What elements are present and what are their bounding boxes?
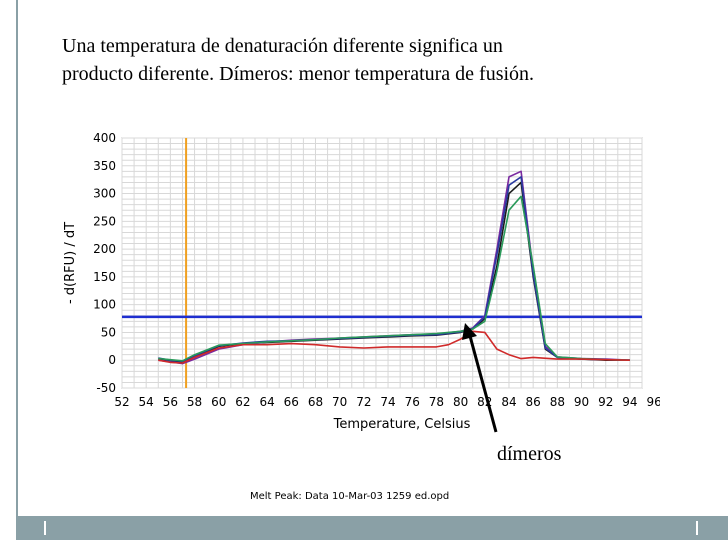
x-tick-label: 54 xyxy=(139,395,154,409)
slide-caption: Una temperatura de denaturación diferent… xyxy=(62,32,702,88)
caption-line-1: Una temperatura de denaturación diferent… xyxy=(62,35,503,57)
x-tick-label: 66 xyxy=(284,395,299,409)
x-tick-label: 86 xyxy=(526,395,541,409)
melt-curve-series xyxy=(158,330,630,364)
footer-divider xyxy=(44,521,46,535)
caption-line-2: producto diferente. Dímeros: menor tempe… xyxy=(62,63,535,85)
y-tick-label: -50 xyxy=(96,381,116,395)
slide-frame-left xyxy=(16,0,18,516)
x-tick-label: 96 xyxy=(646,395,660,409)
x-tick-label: 70 xyxy=(332,395,347,409)
x-axis-label: Temperature, Celsius xyxy=(333,417,471,432)
x-tick-label: 76 xyxy=(405,395,420,409)
x-tick-label: 78 xyxy=(429,395,444,409)
plot-area xyxy=(121,137,643,389)
melt-curve-series xyxy=(158,195,630,362)
x-tick-label: 84 xyxy=(501,395,516,409)
melt-peak-chart: 52 54 56 58 60 62 64 66 68 70 72 74 76 78 80 82 84 86 88 90… xyxy=(63,131,660,502)
y-tick-label: 200 xyxy=(93,242,116,256)
y-tick-label: 300 xyxy=(93,187,116,201)
x-tick-label: 60 xyxy=(211,395,226,409)
x-tick-label: 52 xyxy=(114,395,129,409)
y-tick-label: 0 xyxy=(108,353,116,367)
y-tick-label: 250 xyxy=(93,214,116,228)
y-tick-label: 350 xyxy=(93,159,116,173)
slide-footer-bar xyxy=(16,516,728,540)
x-tick-label: 90 xyxy=(574,395,589,409)
x-tick-label: 88 xyxy=(550,395,565,409)
x-tick-label: 68 xyxy=(308,395,323,409)
x-tick-label: 74 xyxy=(380,395,395,409)
y-tick-label: 150 xyxy=(93,270,116,284)
x-tick-label: 72 xyxy=(356,395,371,409)
dimer-annotation-label: dímeros xyxy=(497,443,562,465)
x-tick-label: 62 xyxy=(235,395,250,409)
x-tick-label: 56 xyxy=(163,395,178,409)
x-tick-label: 64 xyxy=(259,395,274,409)
x-tick-label: 94 xyxy=(622,395,637,409)
y-axis-label: - d(RFU) / dT xyxy=(63,222,78,304)
x-tick-label: 92 xyxy=(598,395,613,409)
annotation-arrow xyxy=(468,335,498,433)
annotation-arrowhead xyxy=(462,323,477,340)
y-tick-label: 400 xyxy=(93,131,116,145)
chart-footnote: Melt Peak: Data 10-Mar-03 1259 ed.opd xyxy=(250,491,449,502)
y-tick-label: 50 xyxy=(101,325,116,339)
x-tick-label: 80 xyxy=(453,395,468,409)
y-tick-label: 100 xyxy=(93,298,116,312)
footer-divider xyxy=(696,521,698,535)
x-tick-label: 58 xyxy=(187,395,202,409)
